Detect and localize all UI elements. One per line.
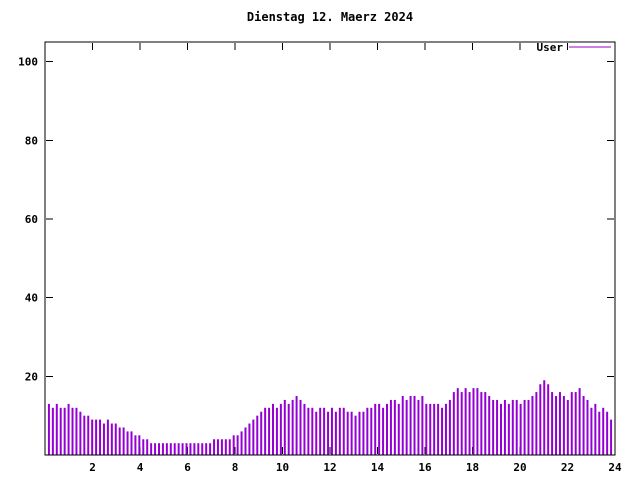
x-tick-label: 20 — [513, 461, 526, 474]
x-tick-label: 14 — [371, 461, 385, 474]
legend-label: User — [537, 41, 564, 54]
x-tick-label: 18 — [466, 461, 479, 474]
y-tick-label: 60 — [25, 213, 38, 226]
x-tick-label: 8 — [232, 461, 239, 474]
y-tick-label: 100 — [18, 56, 38, 69]
chart-title: Dienstag 12. Maerz 2024 — [247, 10, 413, 24]
x-tick-label: 6 — [184, 461, 191, 474]
x-tick-label: 2 — [89, 461, 96, 474]
x-tick-label: 10 — [276, 461, 289, 474]
x-tick-label: 12 — [323, 461, 336, 474]
series-bars — [47, 380, 613, 455]
y-tick-label: 40 — [25, 292, 38, 305]
x-tick-label: 16 — [418, 461, 432, 474]
x-tick-label: 24 — [608, 461, 622, 474]
y-tick-label: 20 — [25, 370, 38, 383]
x-tick-label: 22 — [561, 461, 574, 474]
y-tick-label: 80 — [25, 134, 38, 147]
x-tick-label: 4 — [137, 461, 144, 474]
plot-border — [44, 41, 616, 456]
